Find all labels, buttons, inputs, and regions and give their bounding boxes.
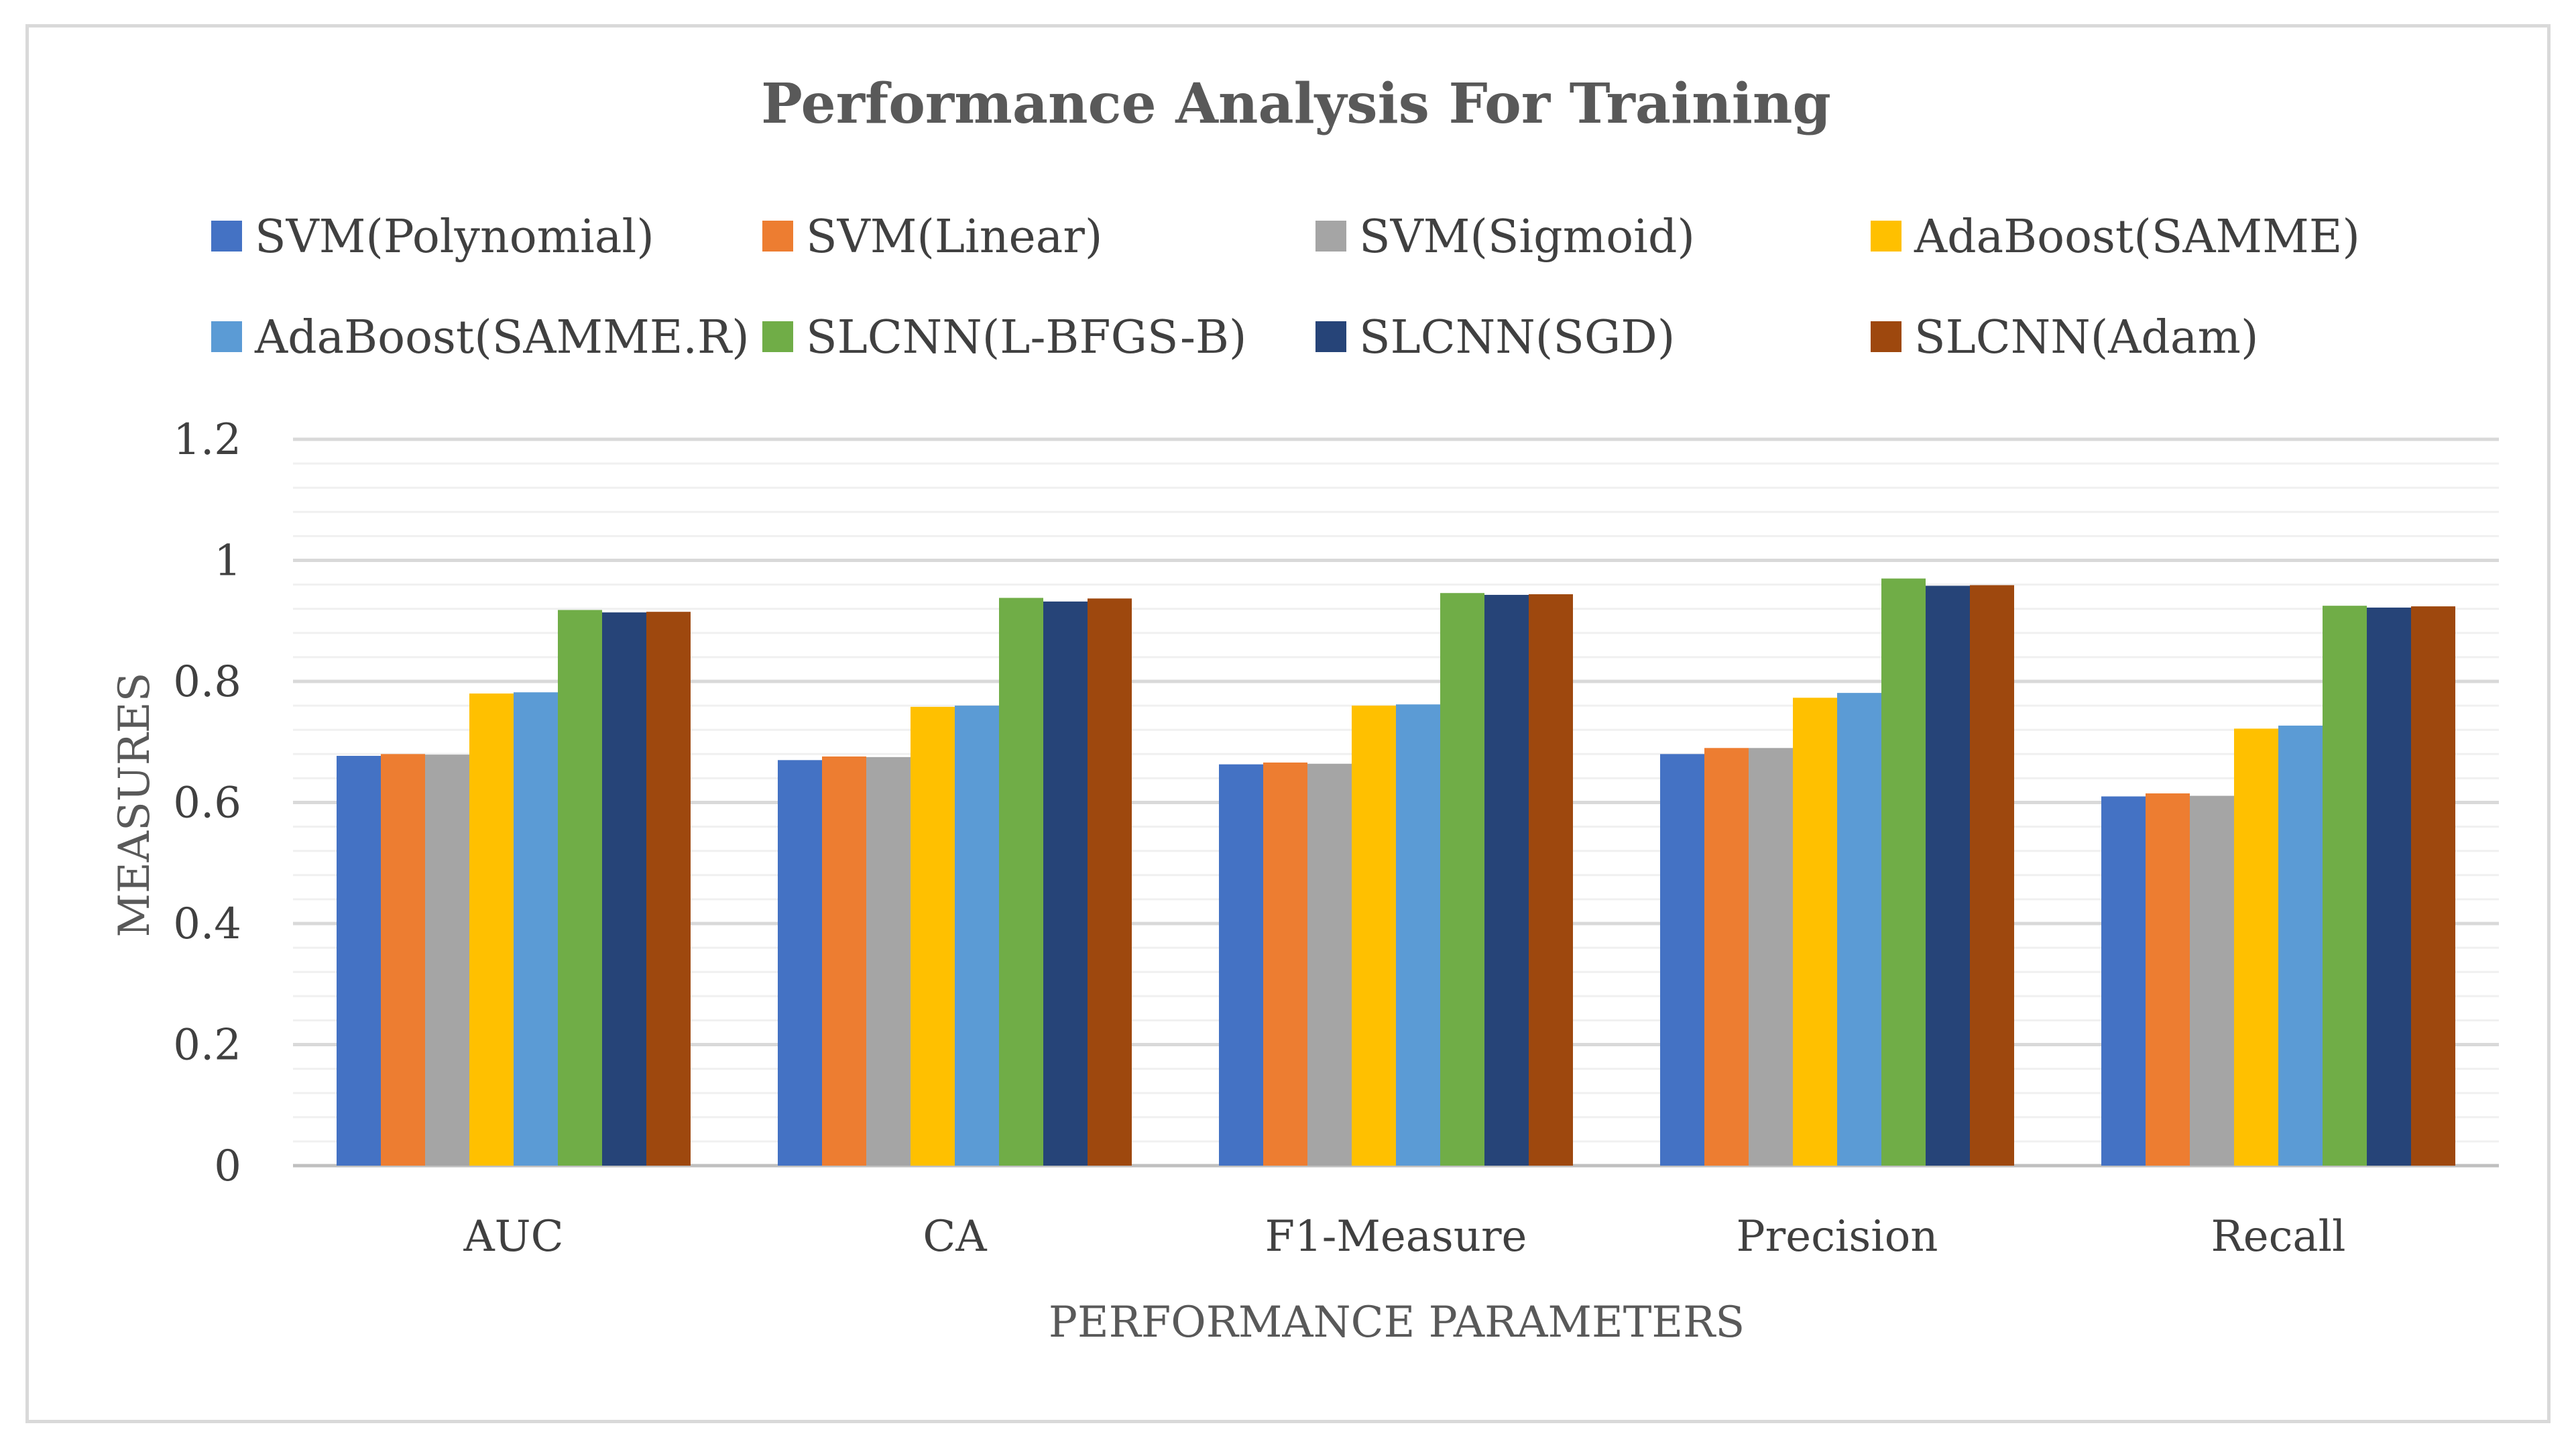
chart-title: Performance Analysis For Training — [761, 72, 1831, 136]
bar — [1704, 748, 1749, 1166]
bar — [778, 760, 822, 1166]
bar — [1793, 698, 1837, 1166]
y-tick-label: 0 — [214, 1141, 241, 1191]
y-tick-label: 0.4 — [173, 899, 241, 949]
legend-label: SLCNN(Adam) — [1914, 311, 2259, 364]
bar — [2411, 606, 2455, 1166]
legend-swatch — [1315, 321, 1346, 352]
bar — [1263, 762, 1307, 1166]
y-tick-label: 0.6 — [173, 779, 241, 828]
bars — [337, 578, 2455, 1166]
x-tick-label: CA — [923, 1212, 987, 1262]
bar — [1352, 706, 1396, 1166]
bar — [1043, 601, 1088, 1166]
bar — [469, 693, 514, 1166]
bar — [1749, 748, 1793, 1166]
bar — [1484, 594, 1529, 1166]
legend-swatch — [762, 321, 793, 352]
bar — [1926, 586, 1970, 1166]
chart-frame — [25, 24, 2551, 1423]
bar — [1660, 754, 1704, 1166]
bar — [2278, 725, 2323, 1166]
bar — [1529, 594, 1573, 1166]
bar — [646, 612, 691, 1166]
bar — [1837, 693, 1881, 1166]
y-axis-ticks: 0 0.2 0.4 0.6 0.8 1 1.2 — [173, 415, 241, 1191]
bar — [2234, 728, 2278, 1166]
bar — [866, 757, 911, 1166]
legend-label: AdaBoost(SAMME.R) — [254, 311, 750, 364]
y-tick-label: 1 — [214, 537, 241, 586]
bar — [2190, 795, 2234, 1166]
legend-label: SVM(Sigmoid) — [1359, 211, 1695, 264]
y-tick-label: 0.8 — [173, 657, 241, 707]
bar — [1881, 578, 1926, 1166]
legend-label: SVM(Polynomial) — [255, 211, 654, 264]
bar — [1088, 598, 1132, 1166]
bar — [337, 756, 381, 1166]
bar — [602, 612, 646, 1166]
x-tick-label: Precision — [1737, 1212, 1938, 1262]
legend: SVM(Polynomial) SVM(Linear) SVM(Sigmoid) Ad… — [211, 211, 2360, 364]
bar — [1219, 764, 1263, 1166]
y-tick-label: 0.2 — [173, 1021, 241, 1070]
bar — [1440, 593, 1484, 1166]
bar — [1396, 704, 1440, 1166]
bar — [2323, 606, 2367, 1166]
x-axis-ticks: AUC CA F1-Measure Precision Recall — [463, 1212, 2345, 1262]
y-axis-title: MEASURES — [110, 673, 160, 938]
bar — [955, 706, 999, 1166]
legend-swatch — [1315, 221, 1346, 252]
bar — [2146, 793, 2190, 1166]
x-tick-label: AUC — [463, 1212, 563, 1262]
bar — [1970, 585, 2014, 1166]
legend-swatch — [762, 221, 793, 252]
bar — [558, 610, 602, 1166]
x-tick-label: F1-Measure — [1265, 1212, 1527, 1262]
bar — [911, 706, 955, 1166]
bar — [1307, 763, 1352, 1166]
bar — [2367, 607, 2411, 1166]
bar — [514, 692, 558, 1166]
bar — [822, 756, 866, 1166]
x-tick-label: Recall — [2211, 1212, 2346, 1262]
y-tick-label: 1.2 — [173, 415, 241, 465]
x-axis-title: PERFORMANCE PARAMETERS — [1049, 1298, 1745, 1347]
bar — [381, 754, 425, 1166]
legend-label: AdaBoost(SAMME) — [1914, 211, 2360, 264]
bar — [425, 755, 469, 1166]
legend-label: SLCNN(SGD) — [1359, 311, 1675, 364]
legend-swatch — [211, 221, 242, 252]
bar — [2101, 796, 2146, 1166]
legend-swatch — [1871, 221, 1901, 252]
legend-swatch — [1871, 321, 1901, 352]
legend-swatch — [211, 321, 242, 352]
bar — [999, 598, 1043, 1166]
legend-label: SVM(Linear) — [806, 211, 1102, 264]
legend-label: SLCNN(L-BFGS-B) — [806, 311, 1246, 364]
